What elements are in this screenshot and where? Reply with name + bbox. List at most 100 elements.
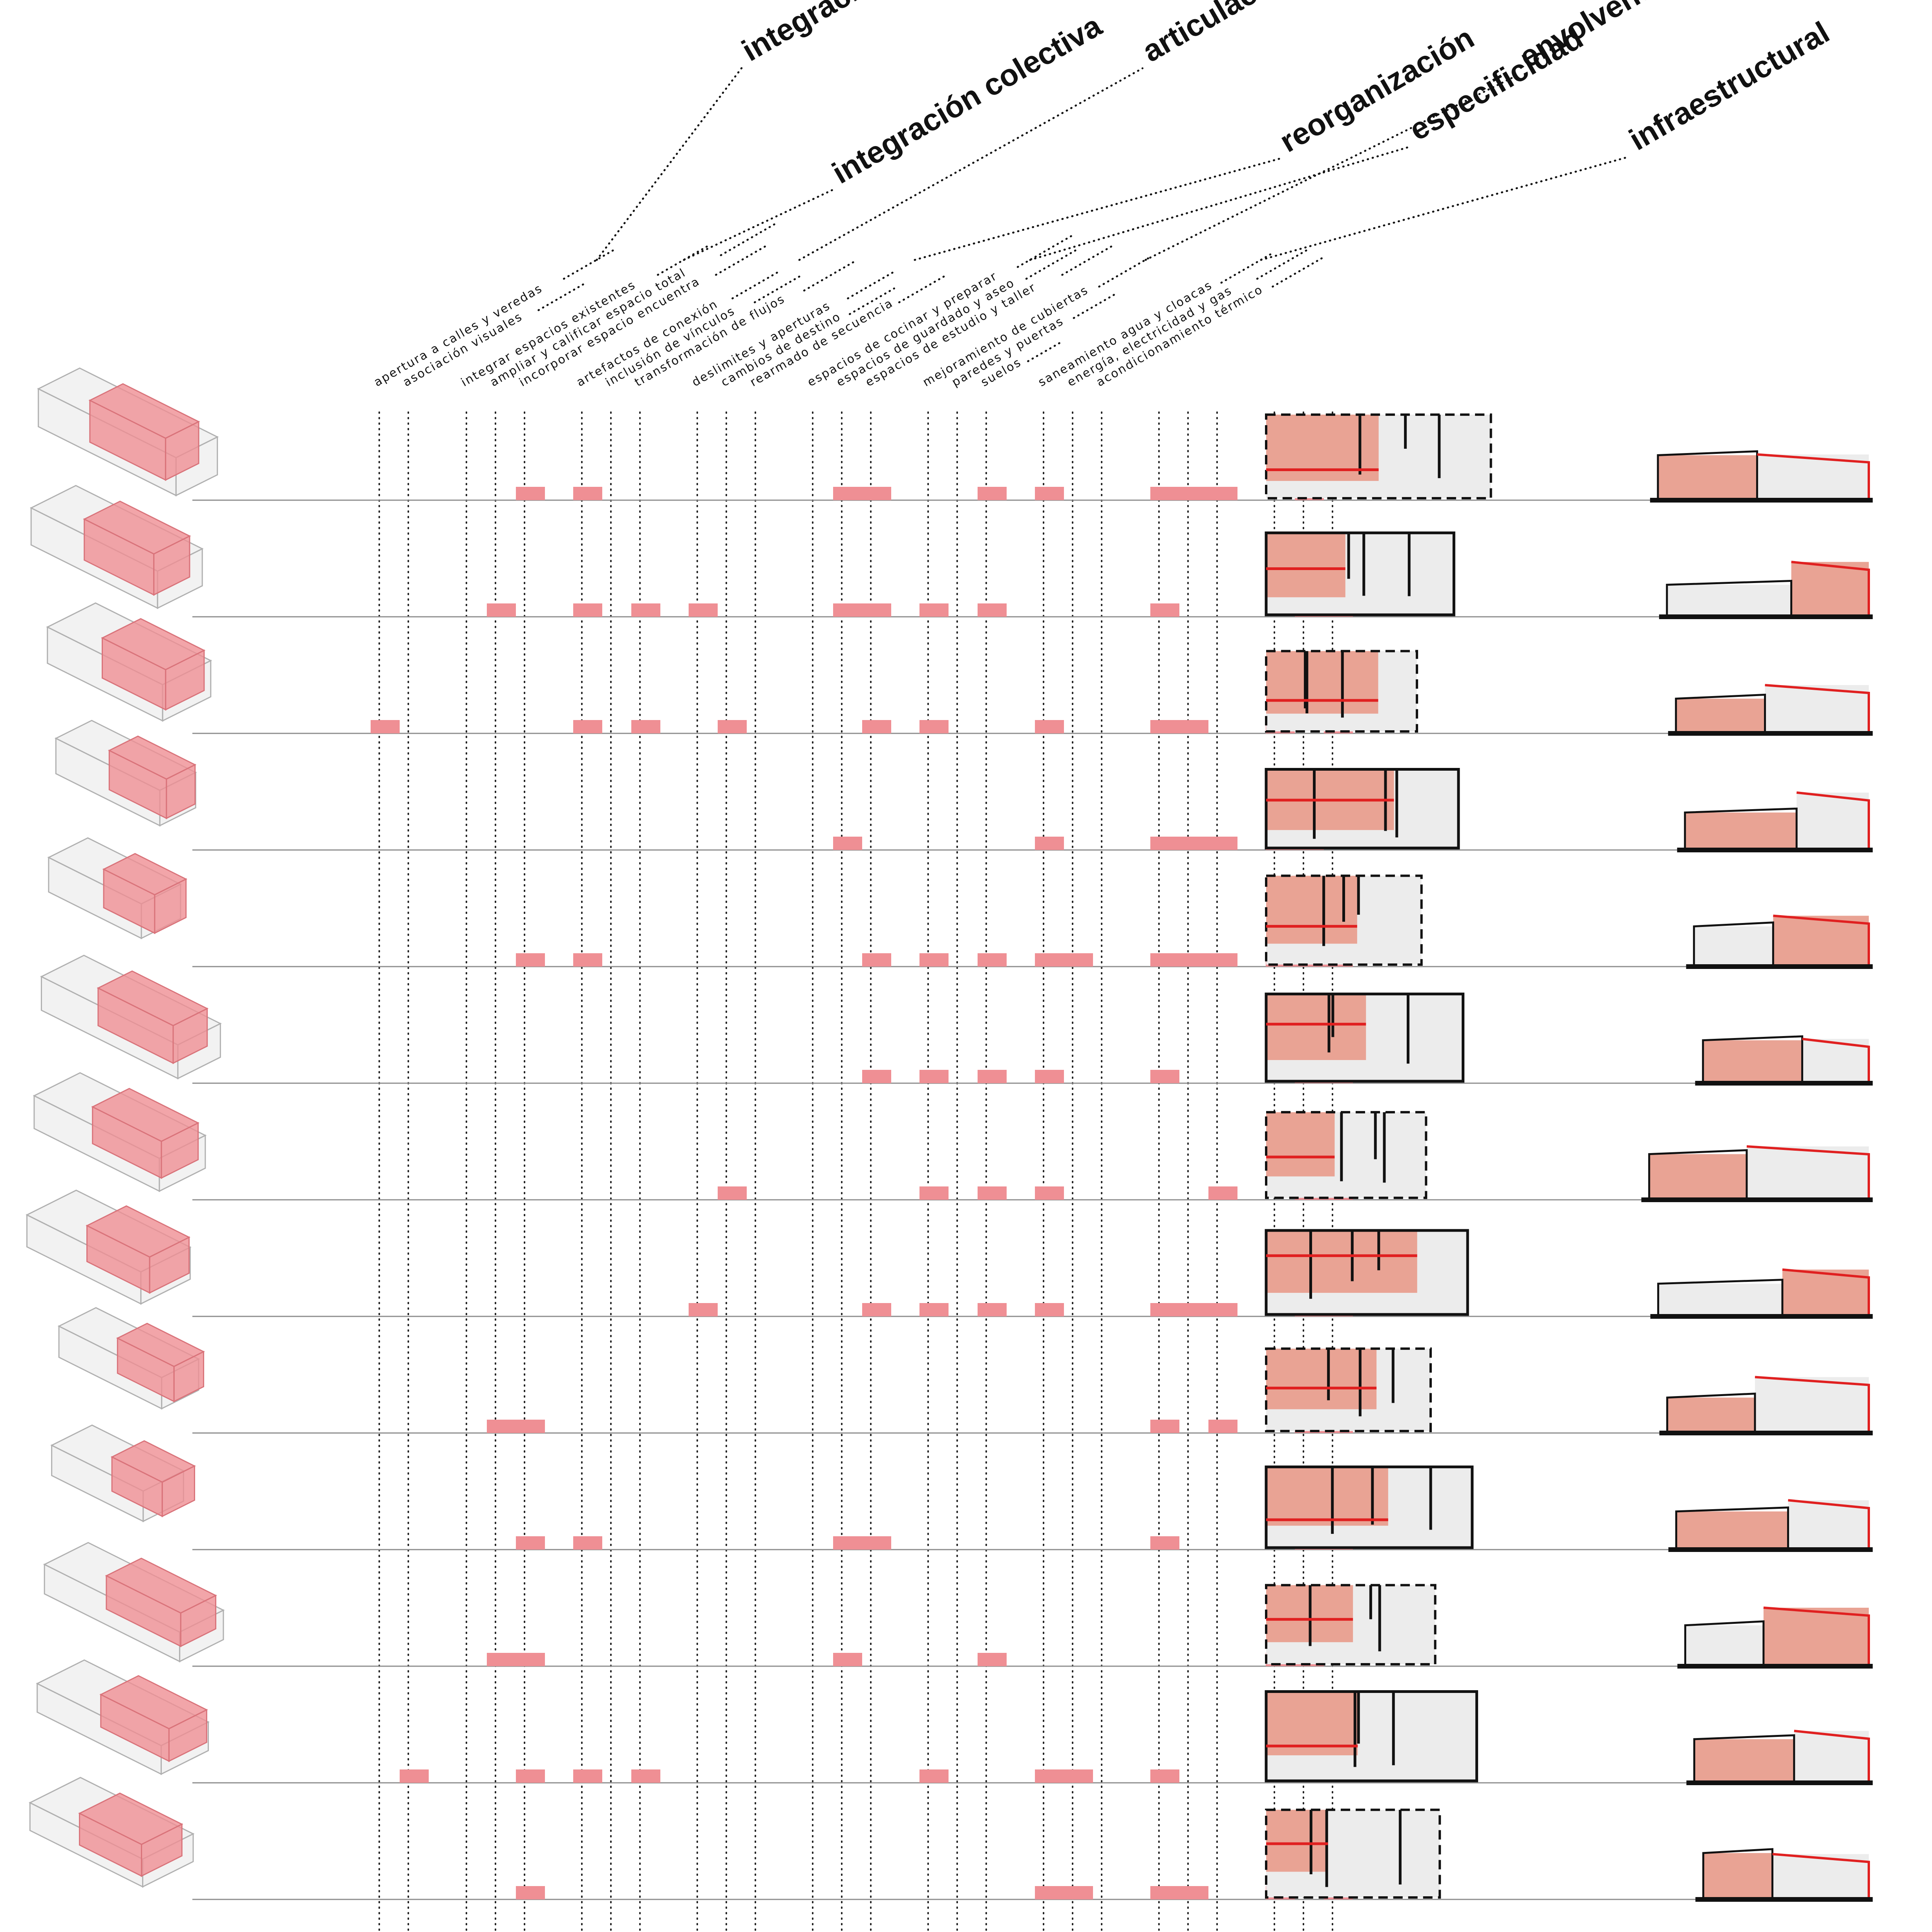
case-row-7 [33,1072,1873,1202]
matrix-cell [573,487,602,500]
matrix-cell [573,603,602,617]
case-row-10 [50,1424,1873,1552]
matrix-cell [371,720,400,733]
subcategory-leader [731,270,781,300]
matrix-cell [919,1769,949,1783]
subcategory-leader [1061,244,1115,276]
matrix-cell [978,1653,1007,1666]
floor-plan-3 [1265,650,1418,733]
matrix-cell [1150,1070,1179,1083]
matrix-cell [1208,1303,1237,1316]
section-1 [1650,450,1873,503]
matrix-cell [516,487,545,500]
matrix-cell [1150,953,1179,967]
matrix-cell [833,1653,862,1666]
section-4 [1677,791,1873,852]
case-rows [26,367,1873,1902]
subcategory-leader [720,222,778,256]
floor-plan-12 [1265,1690,1478,1782]
matrix-cell [1035,837,1064,850]
header-labels: integración urbanaapertura a calles y ve… [372,0,1835,389]
matrix-cell [631,603,660,617]
section-13 [1695,1848,1873,1902]
matrix-cell [1035,1186,1064,1200]
axo-case-2-drawing [29,485,204,609]
matrix-cell [862,720,891,733]
matrix-cell [1150,837,1179,850]
subcategory-leader [803,261,854,292]
category-title: integración colectiva [826,8,1108,190]
floor-plan-6 [1265,993,1465,1083]
category-title: reorganización [1274,20,1480,159]
matrix-cell [1208,837,1237,850]
matrix-cell [400,1769,429,1783]
category-leader [914,157,1281,261]
floor-plan-5 [1265,874,1423,966]
matrix-cell [1064,953,1093,967]
subcategory-leader [537,283,585,311]
category-leader [1029,146,1411,261]
floor-plan-4 [1265,768,1460,850]
matrix-cell [978,1186,1007,1200]
matrix-cell [833,1536,862,1550]
axo-case-1-drawing [37,367,219,497]
matrix-cell [718,720,747,733]
subcategory-leader [847,270,897,300]
case-row-8 [26,1190,1873,1319]
axo-case-6-drawing [40,954,222,1080]
case-row-3 [46,602,1873,736]
case-row-5 [47,837,1873,969]
matrix-cell [516,953,545,967]
axo-case-9-drawing [57,1307,205,1410]
matrix-cell [1064,1886,1093,1899]
matrix-cell [919,953,949,967]
matrix-cell [1179,720,1208,733]
matrix-cell [1179,487,1208,500]
matrix-cell [1150,1536,1179,1550]
category-leader [798,67,1144,261]
section-8 [1650,1268,1873,1319]
matrix-cell [1179,953,1208,967]
matrix-cell [689,1303,718,1316]
matrix-cell [978,603,1007,617]
section-11 [1677,1607,1873,1669]
matrix-cell [1150,1303,1179,1316]
matrix-cell [516,1653,545,1666]
section-9 [1659,1376,1873,1435]
matrix-cell [1150,487,1179,500]
floor-plan-9 [1265,1347,1432,1432]
subcategory-leader [1073,292,1119,319]
matrix-cell [978,1303,1007,1316]
subcategory-leader [1027,340,1064,362]
matrix-cell [1150,1420,1179,1433]
matrix-cell [1208,487,1237,500]
matrix-cell [487,1653,516,1666]
axo-case-8-drawing [26,1190,192,1305]
matrix-cell [487,603,516,617]
case-row-2 [29,485,1873,619]
matrix-cell [1035,1769,1064,1783]
matrix-cell [862,953,891,967]
axo-case-12-drawing [36,1659,210,1775]
subcategory-label: energía, electricidad y gas [1065,283,1235,389]
case-row-13 [28,1777,1873,1902]
case-row-12 [36,1659,1873,1785]
matrix-cell [978,953,1007,967]
case-row-6 [40,954,1873,1086]
subcategory-leader [898,274,947,303]
matrix-cell [833,487,862,500]
matrix-cell [487,1420,516,1433]
matrix-cell [516,1536,545,1550]
axo-case-5-drawing [47,837,188,939]
category-leader [683,189,833,261]
matrix-cell [1035,1070,1064,1083]
subcategory-leader [563,248,616,280]
axo-case-4-drawing [54,720,197,827]
matrix-cell [919,720,949,733]
matrix-cell [516,1886,545,1899]
matrix-cell [1179,1886,1208,1899]
matrix-cell [573,1536,602,1550]
column-guides [378,411,1333,1932]
matrix-cell [1150,1886,1179,1899]
matrix-cell [862,603,891,617]
